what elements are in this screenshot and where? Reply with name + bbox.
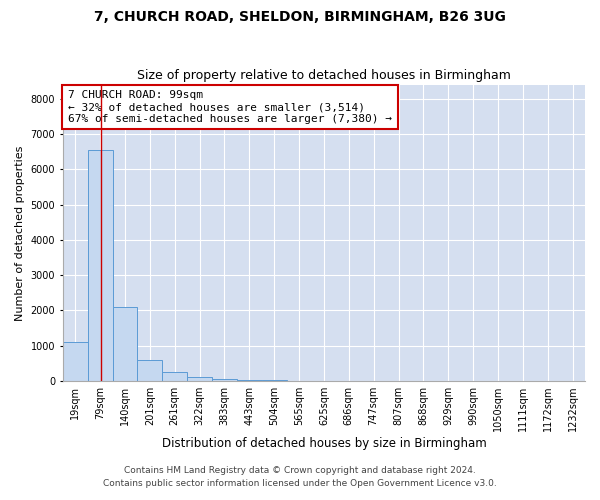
Text: Contains HM Land Registry data © Crown copyright and database right 2024.
Contai: Contains HM Land Registry data © Crown c… (103, 466, 497, 487)
Text: 7 CHURCH ROAD: 99sqm
← 32% of detached houses are smaller (3,514)
67% of semi-de: 7 CHURCH ROAD: 99sqm ← 32% of detached h… (68, 90, 392, 124)
Title: Size of property relative to detached houses in Birmingham: Size of property relative to detached ho… (137, 69, 511, 82)
X-axis label: Distribution of detached houses by size in Birmingham: Distribution of detached houses by size … (161, 437, 486, 450)
Bar (162, 372, 187, 381)
Bar (113, 307, 137, 381)
Bar (63, 342, 88, 381)
Bar (187, 377, 212, 381)
Bar (212, 378, 237, 381)
Bar (262, 380, 287, 381)
Y-axis label: Number of detached properties: Number of detached properties (15, 145, 25, 320)
Bar (137, 360, 162, 381)
Bar (88, 150, 113, 381)
Text: 7, CHURCH ROAD, SHELDON, BIRMINGHAM, B26 3UG: 7, CHURCH ROAD, SHELDON, BIRMINGHAM, B26… (94, 10, 506, 24)
Bar (237, 380, 262, 381)
